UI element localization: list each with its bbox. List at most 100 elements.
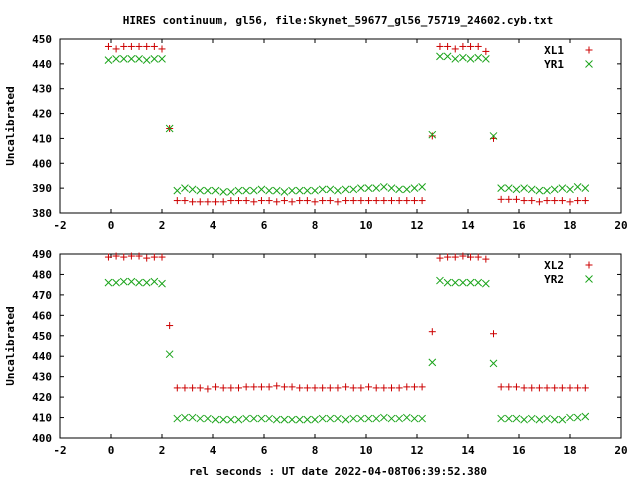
data-point (566, 185, 574, 194)
data-point (402, 185, 411, 194)
data-point (212, 198, 220, 206)
data-point (257, 383, 265, 391)
y-tick-label: 430 (32, 83, 52, 96)
y-tick-label: 410 (32, 132, 52, 145)
y-tick-label: 390 (32, 182, 52, 195)
data-point (127, 55, 136, 63)
data-point (380, 384, 388, 392)
data-point (489, 359, 498, 368)
data-point (204, 198, 212, 206)
top-panel: -2 0 2 4 6 8 10 12 14 16 18 20 380 390 400 410 420 430 440… (4, 33, 628, 232)
y-tick-label: 480 (32, 268, 52, 281)
data-point (410, 383, 418, 391)
data-point (357, 414, 365, 423)
x-tick-label: 14 (461, 444, 475, 457)
data-point (135, 42, 143, 50)
data-point (520, 184, 528, 192)
data-point (150, 55, 159, 63)
data-point (181, 197, 189, 205)
data-point (257, 414, 266, 423)
data-point (528, 384, 536, 392)
data-point (242, 414, 251, 423)
data-point (257, 185, 266, 194)
x-tick-label: 20 (614, 219, 627, 232)
data-point (482, 255, 490, 263)
data-point (272, 415, 281, 424)
data-point (459, 42, 467, 50)
data-point (558, 197, 566, 205)
data-point (551, 384, 559, 392)
data-point (189, 384, 197, 392)
data-point (311, 186, 319, 195)
data-point (566, 198, 574, 206)
data-point (234, 415, 243, 424)
data-point (303, 384, 311, 392)
data-point (273, 382, 281, 390)
x-tick-label: 18 (563, 219, 576, 232)
data-point (490, 330, 497, 338)
data-point (303, 186, 312, 195)
legend-marker (585, 46, 593, 54)
data-point (573, 413, 582, 422)
data-point (280, 197, 288, 205)
data-point (189, 198, 197, 206)
data-point (219, 198, 227, 206)
data-point (451, 45, 459, 53)
x-tick-label: 4 (210, 219, 217, 232)
x-tick-label: 10 (359, 444, 372, 457)
data-point (249, 186, 258, 195)
y-axis-label: Uncalibrated (4, 306, 17, 385)
data-point (520, 384, 528, 392)
data-point (318, 185, 327, 194)
data-point (173, 384, 181, 392)
data-point (436, 276, 444, 285)
data-point (357, 197, 365, 205)
legend-marker (585, 275, 593, 283)
data-point (188, 185, 197, 194)
data-point (341, 185, 350, 194)
data-point (112, 45, 120, 53)
data-point (551, 197, 559, 205)
data-point (326, 384, 334, 392)
data-point (165, 350, 174, 359)
data-point (550, 415, 559, 424)
data-point (127, 252, 135, 260)
data-point (112, 278, 120, 287)
data-point (349, 384, 357, 392)
data-point (474, 253, 482, 261)
data-point (451, 253, 459, 261)
data-point (543, 197, 551, 205)
data-point (428, 358, 437, 367)
data-point (204, 186, 212, 195)
data-point (364, 184, 373, 192)
data-point (581, 197, 589, 205)
data-point (265, 414, 273, 423)
data-point (227, 384, 235, 392)
legend-label: YR2 (544, 273, 564, 286)
data-point (257, 197, 265, 205)
y-tick-label: 450 (32, 33, 52, 46)
data-point (158, 279, 166, 288)
data-point (296, 197, 304, 205)
data-point (311, 384, 319, 392)
data-point (466, 278, 475, 287)
data-point (342, 197, 350, 205)
y-tick-label: 490 (32, 248, 52, 261)
data-point (497, 383, 505, 391)
data-point (497, 184, 506, 192)
legend-label: YR1 (544, 58, 564, 71)
data-point (119, 55, 128, 63)
data-point (474, 42, 482, 50)
data-point (558, 415, 567, 424)
series-YR2 (104, 276, 590, 424)
data-point (334, 186, 342, 195)
data-point (474, 278, 483, 287)
y-tick-label: 440 (32, 350, 52, 363)
data-point (142, 278, 151, 287)
y-tick-label: 400 (32, 157, 52, 170)
data-point (181, 384, 189, 392)
data-point (380, 197, 388, 205)
data-point (104, 56, 113, 64)
plot-frame (59, 38, 622, 214)
data-point (436, 42, 444, 50)
